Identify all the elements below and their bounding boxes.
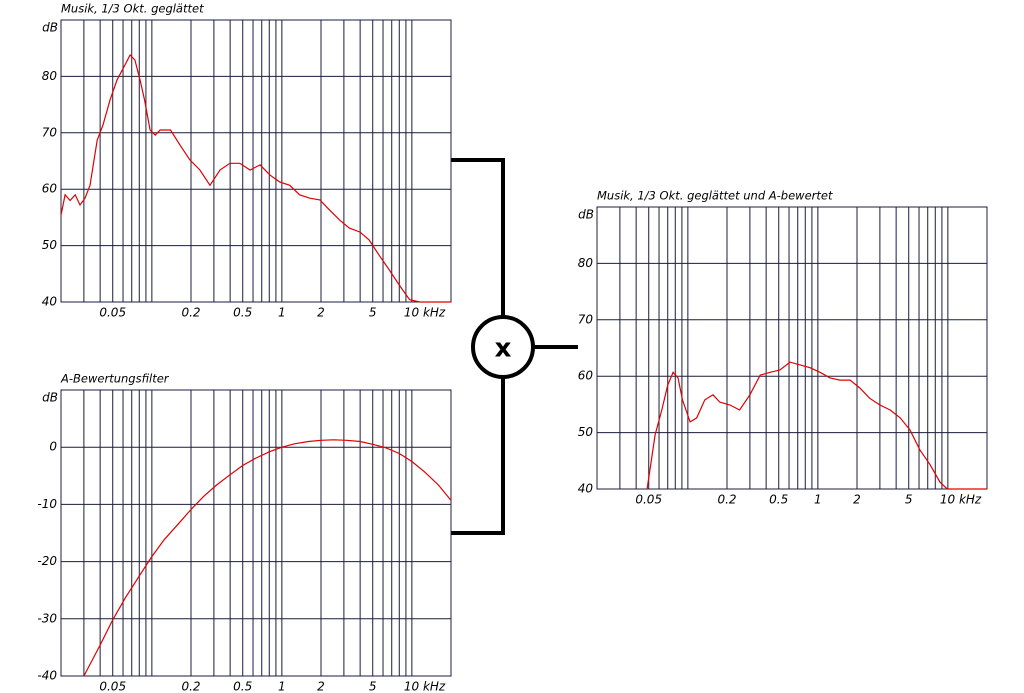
operator-circle xyxy=(471,315,535,379)
y-tick-label: 80 xyxy=(42,69,58,83)
x-tick-label: 10 kHz xyxy=(940,493,982,507)
x-tick-label: 0.5 xyxy=(233,680,252,693)
x-tick-label: 1 xyxy=(814,493,822,507)
y-tick-label: 80 xyxy=(578,256,594,270)
y-tick-label: -20 xyxy=(37,554,57,568)
operator-symbol: x xyxy=(495,334,512,364)
y-tick-label: -10 xyxy=(37,497,57,511)
y-tick-label: 70 xyxy=(42,125,58,139)
connector xyxy=(451,158,578,535)
x-tick-label: 0.05 xyxy=(99,680,126,693)
y-tick-label: 60 xyxy=(42,182,58,196)
x-tick-label: 2 xyxy=(853,493,861,507)
y-axis-label: dB xyxy=(42,21,58,35)
x-tick-label: 0.2 xyxy=(181,680,200,693)
y-tick-label: 40 xyxy=(42,295,58,309)
x-tick-label: 0.05 xyxy=(99,306,126,320)
y-axis-label: dB xyxy=(42,391,58,405)
x-tick-label: 10 kHz xyxy=(404,680,446,693)
x-tick-label: 10 kHz xyxy=(404,306,446,320)
x-tick-label: 2 xyxy=(317,306,325,320)
connector-line xyxy=(451,158,505,317)
chart: Musik, 1/3 Okt. geglättet und A-bewertet… xyxy=(578,189,988,507)
plot-frame xyxy=(596,206,988,490)
connector-line xyxy=(451,377,505,535)
y-tick-label: -40 xyxy=(37,669,57,683)
y-tick-label: 70 xyxy=(578,312,594,326)
chart-title: Musik, 1/3 Okt. geglättet und A-bewertet xyxy=(597,189,833,203)
x-tick-label: 5 xyxy=(369,680,377,693)
y-tick-label: 40 xyxy=(578,482,594,496)
y-tick-label: 50 xyxy=(578,425,594,439)
x-tick-label: 0.05 xyxy=(635,493,662,507)
y-tick-label: 0 xyxy=(49,440,57,454)
x-tick-label: 1 xyxy=(278,306,286,320)
x-tick-label: 0.2 xyxy=(181,306,200,320)
x-tick-label: 5 xyxy=(369,306,377,320)
x-tick-label: 1 xyxy=(278,680,286,693)
x-tick-label: 2 xyxy=(317,680,325,693)
y-tick-label: -30 xyxy=(37,611,57,625)
y-axis-label: dB xyxy=(578,208,594,222)
x-tick-label: 0.5 xyxy=(233,306,252,320)
x-tick-label: 5 xyxy=(905,493,913,507)
data-line xyxy=(60,53,451,303)
x-tick-label: 0.2 xyxy=(717,493,736,507)
data-line xyxy=(83,439,452,677)
y-tick-label: 60 xyxy=(578,369,594,383)
data-line xyxy=(646,361,987,490)
x-tick-label: 0.5 xyxy=(769,493,788,507)
chart-title: A-Bewertungsfilter xyxy=(60,372,170,386)
plot-frame xyxy=(60,389,452,677)
plot-frame xyxy=(60,19,452,303)
chart-title: Musik, 1/3 Okt. geglättet xyxy=(61,2,204,16)
y-tick-label: 50 xyxy=(42,238,58,252)
